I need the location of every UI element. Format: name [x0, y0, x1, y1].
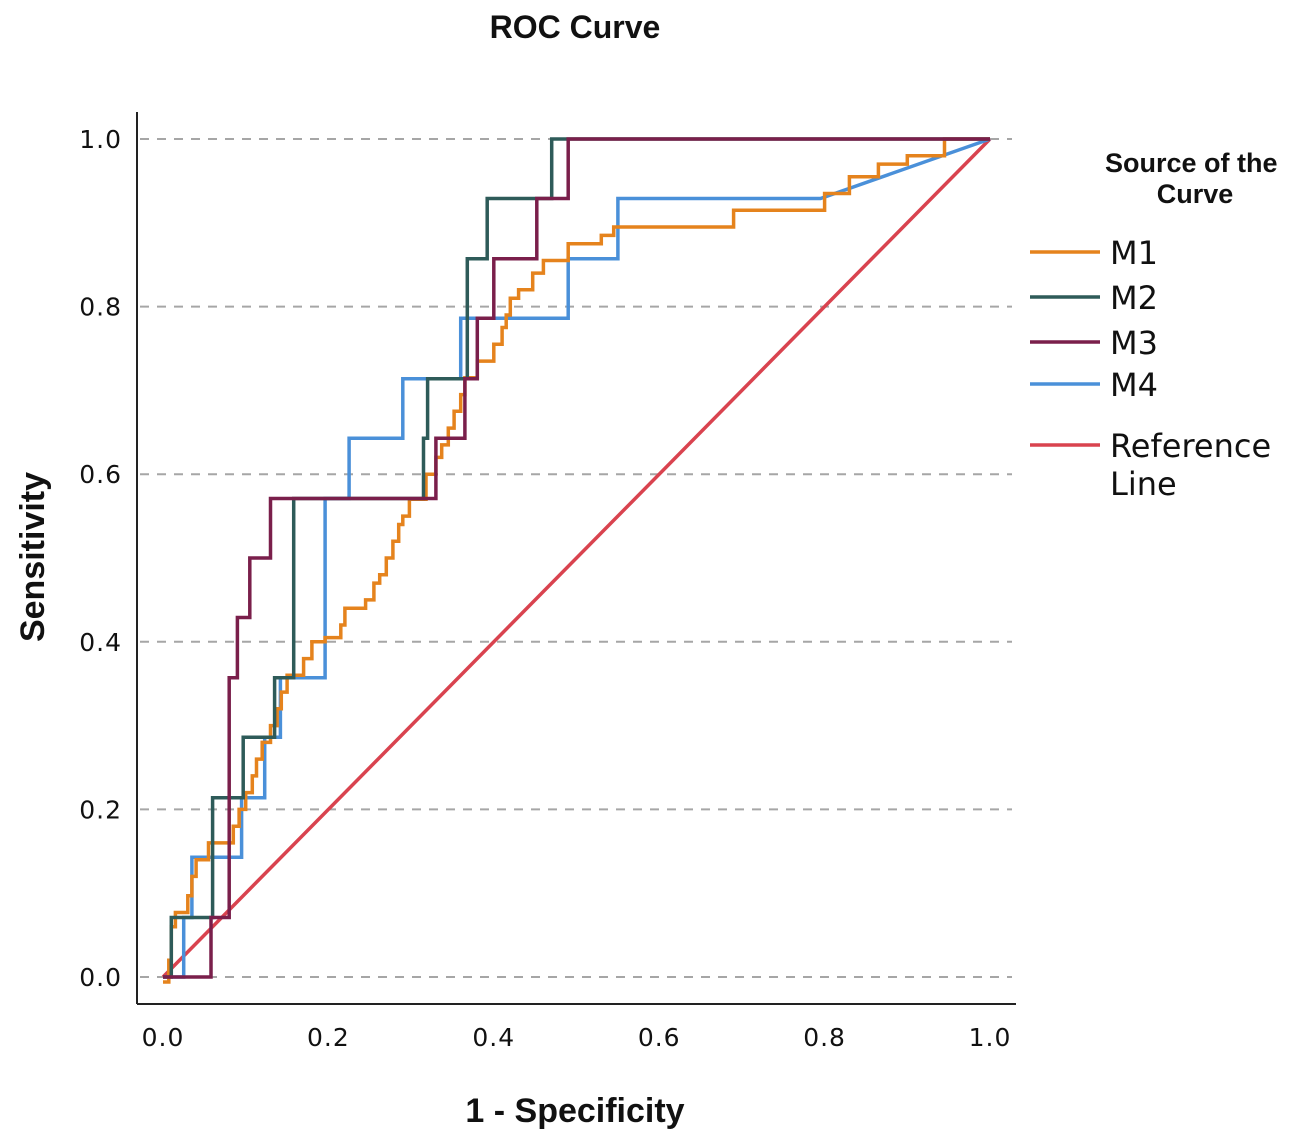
y-axis-title: Sensitivity: [14, 472, 52, 642]
y-tick-labels: 0.0 0.2 0.4 0.6 0.8 1.0: [79, 125, 122, 992]
x-tick-label: 0.0: [142, 1023, 185, 1052]
series-line-m1: [163, 137, 990, 984]
series-group: [161, 137, 992, 984]
legend-items: M1 M2 M3 M4 Reference Line: [1030, 234, 1271, 503]
legend-label: M3: [1110, 324, 1158, 362]
series-line-m3: [163, 137, 990, 979]
series-line-reference-line: [161, 137, 992, 979]
chart-title: ROC Curve: [490, 9, 661, 45]
legend-label: Reference Line: [1110, 427, 1271, 503]
legend: Source of the Curve M1 M2 M3 M4 Reference Lin…: [1030, 148, 1285, 503]
y-tick-label: 0.8: [79, 293, 122, 322]
y-tick-label: 0.2: [79, 795, 122, 824]
x-tick-labels: 0.0 0.2 0.4 0.6 0.8 1.0: [142, 1023, 1012, 1052]
y-tick-label: 0.0: [79, 963, 122, 992]
legend-label-line: Line: [1110, 465, 1177, 503]
y-tick-label: 0.4: [79, 628, 122, 657]
x-tick-label: 0.2: [307, 1023, 350, 1052]
legend-label: M1: [1110, 234, 1158, 272]
legend-title-line-1: Source of the: [1105, 148, 1278, 178]
legend-title: Source of the Curve: [1105, 148, 1285, 209]
legend-label-line: Reference: [1110, 427, 1271, 465]
legend-title-line-2: Curve: [1157, 179, 1234, 209]
x-tick-label: 0.4: [472, 1023, 515, 1052]
y-tick-label: 0.6: [79, 460, 122, 489]
y-tick-label: 1.0: [79, 125, 122, 154]
x-tick-label: 0.8: [803, 1023, 846, 1052]
legend-label: M4: [1110, 366, 1158, 404]
x-axis-title: 1 - Specificity: [465, 1092, 684, 1130]
legend-label: M2: [1110, 279, 1158, 317]
x-tick-label: 1.0: [969, 1023, 1012, 1052]
x-tick-label: 0.6: [638, 1023, 681, 1052]
